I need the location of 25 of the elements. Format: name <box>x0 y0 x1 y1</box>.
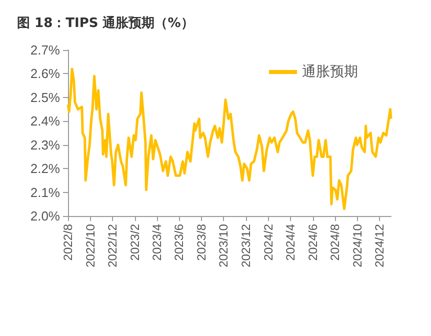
y-tick-label: 2.6% <box>30 66 60 82</box>
x-tick-label: 2023/2 <box>128 224 142 261</box>
x-tick-label: 2023/12 <box>238 224 253 268</box>
y-tick-label: 2.7% <box>30 42 60 58</box>
x-tick-label: 2023/6 <box>172 224 186 261</box>
y-tick-label: 2.5% <box>30 90 60 105</box>
y-tick-label: 2.4% <box>30 114 60 129</box>
y-tick-label: 2.2% <box>30 161 60 176</box>
x-tick-label: 2022/10 <box>83 224 98 268</box>
x-tick-label: 2024/2 <box>262 224 276 261</box>
x-tick-label: 2023/10 <box>216 224 231 268</box>
chart-title: 图 18：TIPS 通胀预期（%） <box>17 15 194 31</box>
x-tick-label: 2024/12 <box>372 224 387 268</box>
x-tick-label: 2023/8 <box>194 224 208 261</box>
x-tick-label: 2024/4 <box>284 224 298 261</box>
legend-label: 通胀预期 <box>302 64 358 80</box>
x-tick-label: 2024/8 <box>328 224 342 261</box>
x-tick-label: 2024/6 <box>306 224 320 261</box>
y-tick-label: 2.0% <box>30 208 60 224</box>
x-tick-label: 2024/10 <box>350 224 364 268</box>
x-tick-label: 2022/12 <box>106 224 120 268</box>
x-tick-label: 2023/4 <box>150 224 164 261</box>
y-tick-label: 2.1% <box>30 184 60 200</box>
y-tick-label: 2.3% <box>30 137 60 152</box>
x-tick-label: 2022/8 <box>61 224 75 261</box>
